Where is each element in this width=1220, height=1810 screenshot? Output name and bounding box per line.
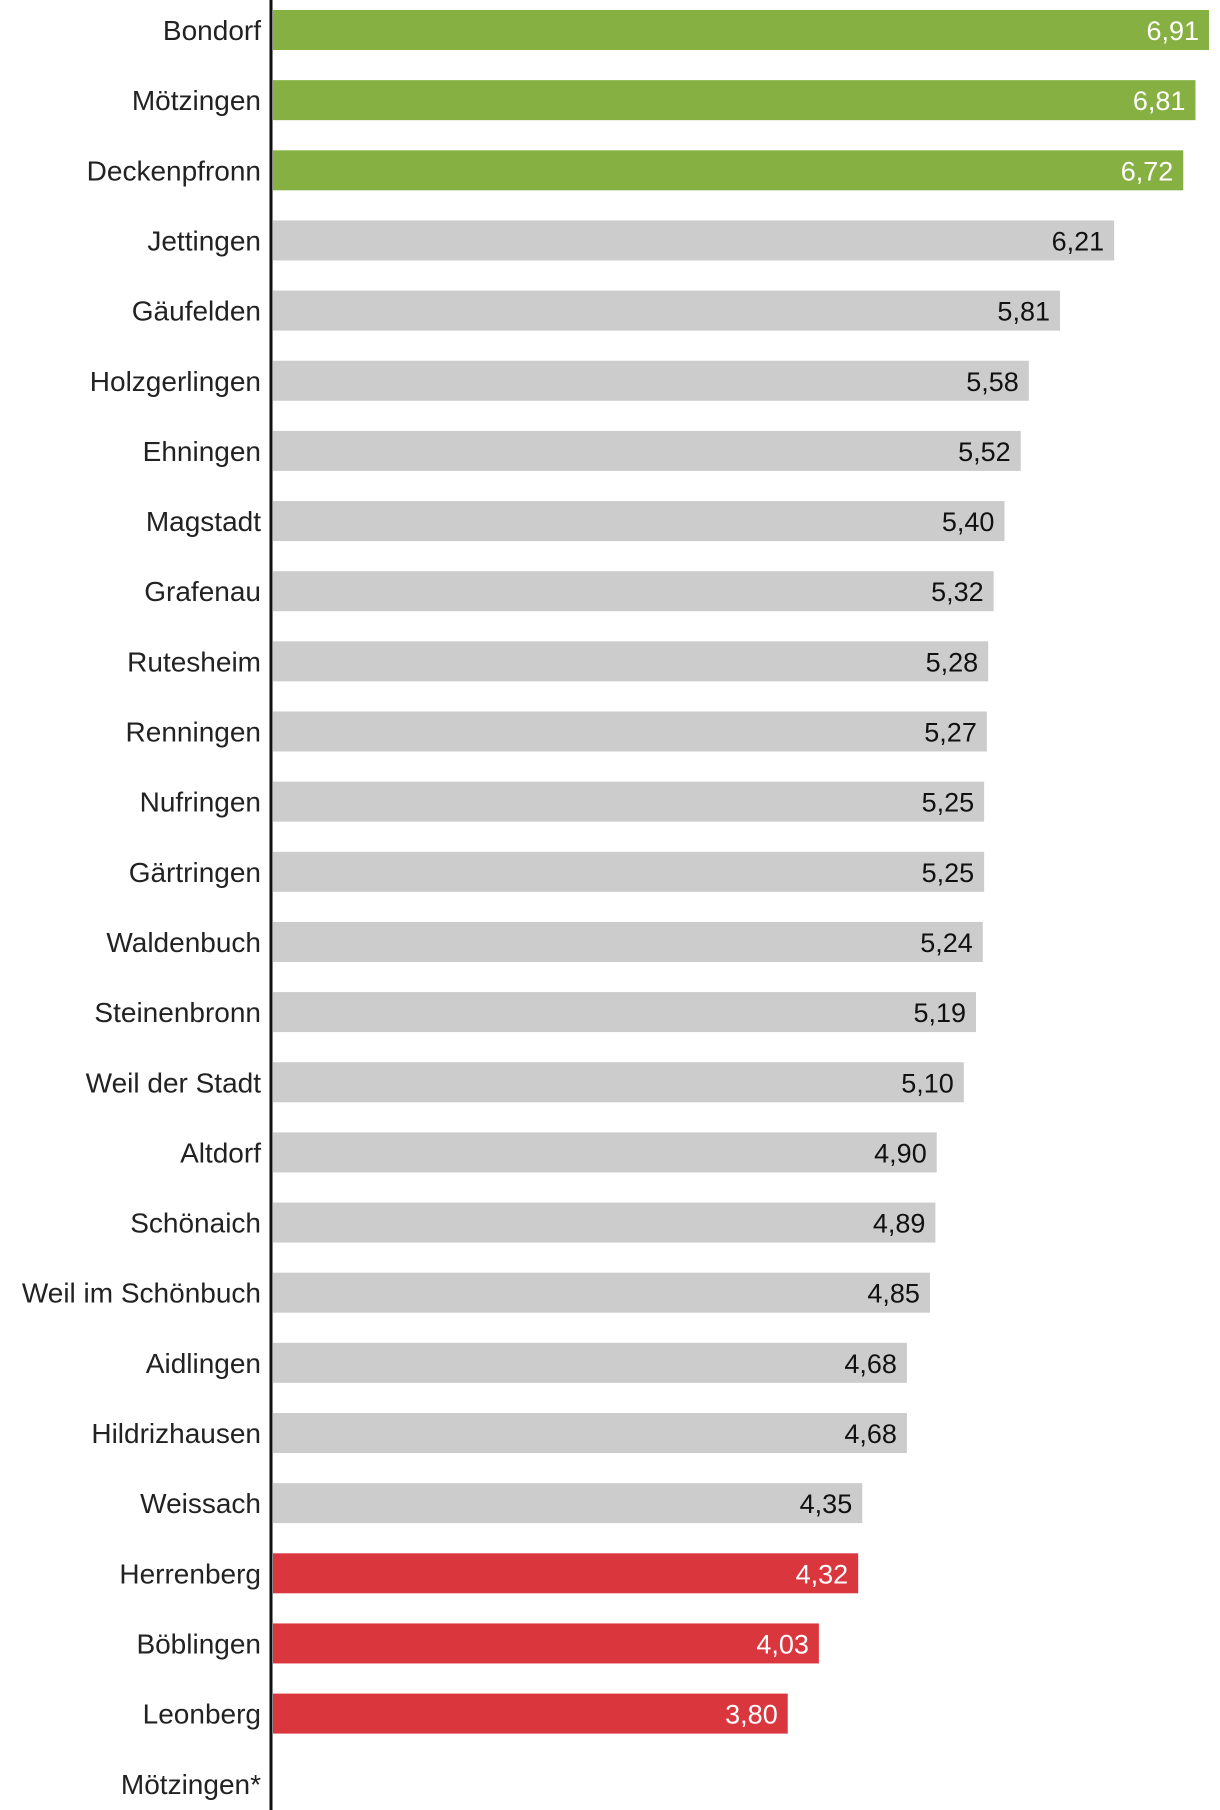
category-label: Leonberg (143, 1699, 261, 1730)
value-label: 6,81 (1133, 86, 1186, 116)
value-label: 4,89 (873, 1209, 926, 1239)
category-label: Nufringen (140, 787, 261, 818)
bar (273, 430, 1021, 471)
category-label: Weil im Schönbuch (22, 1278, 261, 1309)
value-label: 6,91 (1146, 16, 1199, 46)
bar (273, 10, 1209, 50)
bar (273, 1132, 937, 1173)
bar (273, 571, 994, 612)
value-label: 5,27 (924, 718, 977, 748)
bars-layer (273, 10, 1209, 1734)
value-label: 5,28 (926, 647, 979, 677)
category-label: Ehningen (143, 436, 261, 467)
value-label: 5,81 (997, 297, 1050, 327)
bar (273, 1483, 863, 1524)
bar (273, 220, 1115, 261)
labels-layer: Bondorf 6,91 Mötzingen 6,81 Deckenpfronn 6,72… (22, 15, 1199, 1800)
bar (273, 921, 983, 962)
category-label: Holzgerlingen (90, 366, 261, 397)
category-label: Jettingen (147, 225, 261, 256)
value-label: 4,35 (800, 1489, 853, 1519)
bar (273, 992, 977, 1033)
value-label: 4,68 (844, 1419, 897, 1449)
value-label: 5,40 (942, 507, 995, 537)
value-label: 5,25 (922, 858, 975, 888)
category-label: Herrenberg (119, 1558, 261, 1589)
bar (273, 501, 1005, 542)
bar (273, 1062, 964, 1103)
value-label: 4,85 (867, 1279, 920, 1309)
category-label: Grafenau (144, 576, 261, 607)
category-label: Mötzingen (132, 85, 261, 116)
value-label: 6,72 (1121, 156, 1174, 186)
category-label: Gärtringen (129, 857, 261, 888)
category-label: Gäufelden (132, 296, 261, 327)
value-label: 5,52 (958, 437, 1011, 467)
value-label: 5,32 (931, 577, 984, 607)
bar (273, 1202, 936, 1243)
bar (273, 1623, 819, 1664)
category-label: Weil der Stadt (86, 1067, 262, 1098)
category-label: Hildrizhausen (91, 1418, 261, 1449)
value-label: 4,32 (796, 1559, 849, 1589)
category-label: Rutesheim (127, 646, 261, 677)
category-label: Böblingen (136, 1628, 261, 1659)
category-label: Schönaich (130, 1208, 261, 1239)
category-label: Aidlingen (146, 1348, 261, 1379)
value-label: 4,03 (756, 1629, 809, 1659)
value-label: 6,21 (1052, 226, 1105, 256)
bar (273, 360, 1029, 401)
category-label: Deckenpfronn (87, 155, 261, 186)
value-label: 5,58 (966, 367, 1019, 397)
bar (273, 290, 1060, 331)
bar (273, 851, 985, 892)
value-label: 5,24 (920, 928, 973, 958)
bar (273, 711, 987, 752)
bar (273, 1342, 907, 1383)
bar (273, 1693, 788, 1734)
category-label: Bondorf (163, 15, 261, 46)
value-label: 4,90 (874, 1138, 927, 1168)
bar (273, 641, 989, 682)
bar (273, 1272, 930, 1313)
category-label: Weissach (140, 1488, 261, 1519)
value-label: 5,25 (922, 788, 975, 818)
value-label: 5,19 (913, 998, 966, 1028)
category-label: Mötzingen* (121, 1769, 261, 1800)
bar (273, 150, 1184, 191)
category-label: Altdorf (180, 1137, 261, 1168)
category-label: Renningen (126, 717, 261, 748)
value-label: 3,80 (725, 1700, 778, 1730)
bar (273, 80, 1196, 121)
value-label: 5,10 (901, 1068, 954, 1098)
category-label: Steinenbronn (94, 997, 261, 1028)
value-label: 4,68 (844, 1349, 897, 1379)
bar (273, 1553, 859, 1594)
bar (273, 1413, 907, 1453)
category-label: Waldenbuch (106, 927, 261, 958)
bar (273, 781, 985, 822)
category-label: Magstadt (146, 506, 261, 537)
